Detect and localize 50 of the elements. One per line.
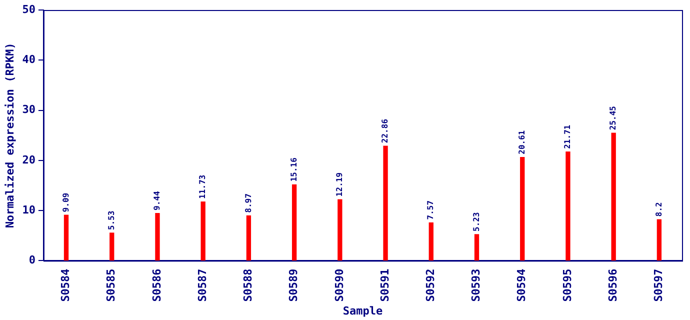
- y-tick-label: 30: [22, 103, 36, 116]
- bar: [292, 184, 297, 261]
- data-label: 22.86: [380, 118, 390, 144]
- x-tick-label: S0596: [606, 268, 620, 302]
- data-label: 21.71: [563, 124, 572, 149]
- x-tick-label: S0588: [242, 268, 255, 302]
- bar: [428, 222, 434, 261]
- data-label: 9.09: [61, 192, 70, 212]
- bar: [110, 232, 114, 261]
- bar: [566, 152, 570, 261]
- data-label: 20.61: [517, 130, 526, 154]
- data-label: 5.53: [106, 210, 116, 230]
- x-tick-label: S0590: [332, 268, 346, 302]
- x-tick-label: S0593: [470, 268, 483, 302]
- data-label: 12.19: [334, 172, 344, 197]
- bar: [611, 132, 616, 261]
- x-tick-label: S0597: [652, 268, 666, 302]
- data-label: 25.45: [608, 106, 618, 130]
- data-label: 11.73: [198, 174, 208, 199]
- bar: [200, 202, 206, 261]
- y-axis-title: Normalized expression (RPKM): [3, 42, 16, 228]
- y-tick-label: 50: [22, 2, 36, 16]
- bar: [520, 157, 525, 261]
- y-tick-label: 10: [22, 203, 36, 216]
- x-tick-label: S0592: [424, 268, 437, 302]
- bar: [474, 234, 480, 261]
- data-label: 7.57: [426, 200, 436, 220]
- x-tick-label: S0585: [104, 268, 118, 302]
- x-tick-label: S0591: [378, 268, 392, 302]
- data-label: 5.23: [472, 212, 481, 232]
- x-tick-label: S0584: [59, 268, 72, 302]
- x-tick-label: S0586: [150, 268, 164, 302]
- x-tick-label: S0589: [287, 268, 300, 302]
- y-tick-label: 20: [22, 153, 36, 166]
- data-label: 8.97: [244, 193, 253, 213]
- y-tick-label: 0: [28, 254, 36, 267]
- bar: [656, 219, 662, 261]
- x-tick-label: S0594: [515, 268, 528, 302]
- x-tick-label: S0587: [196, 268, 209, 302]
- x-axis-title: Sample: [342, 304, 383, 318]
- data-label: 8.2: [654, 202, 664, 217]
- bar: [64, 214, 69, 261]
- bar: [155, 213, 160, 261]
- data-label: 9.44: [152, 190, 162, 210]
- y-tick-label: 40: [22, 52, 36, 66]
- bar: [338, 199, 342, 261]
- x-tick-label: S0595: [560, 268, 574, 302]
- data-label: 15.16: [289, 157, 298, 182]
- bar: [246, 215, 252, 261]
- bar: [383, 146, 388, 261]
